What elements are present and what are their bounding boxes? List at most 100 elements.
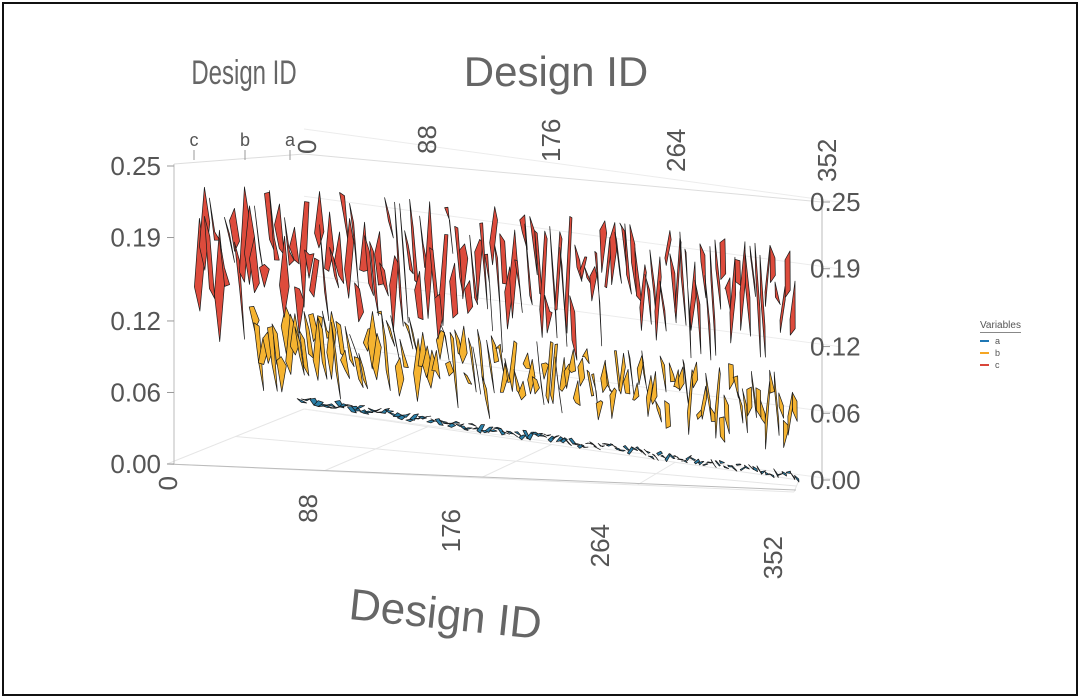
ribbon-segment-c <box>529 216 538 276</box>
ribbon-segment-c <box>259 264 270 288</box>
left-z-tick-label: 0.06 <box>110 377 161 407</box>
ribbon-segment-c <box>354 282 364 323</box>
ribbon-segment-b <box>326 311 337 380</box>
ribbon-segment-c <box>304 249 315 279</box>
category-tick-label: a <box>285 130 296 150</box>
ribbon-segment-a <box>639 449 647 456</box>
right-z-tick-label: 0.06 <box>810 398 861 428</box>
ribbon-segment-a <box>752 465 758 473</box>
left-z-tick-label: 0.25 <box>110 151 161 181</box>
legend-label-a: a <box>995 336 1001 346</box>
ribbon-segment-c <box>564 216 573 334</box>
ribbon-segment-a <box>635 446 643 453</box>
ribbon-segment-a <box>668 454 676 460</box>
ribbon-segment-c <box>774 281 781 305</box>
ribbon-segment-b <box>486 339 495 394</box>
ribbon-segment-c <box>489 206 498 266</box>
ribbon-segment-b <box>344 326 355 368</box>
legend-item-c[interactable]: c <box>980 359 1021 371</box>
ribbon-segment-a <box>656 450 663 456</box>
ribbon-segment-b <box>787 391 794 436</box>
ribbon-segment-b <box>691 361 699 389</box>
ribbon-segment-c <box>494 244 503 353</box>
ribbon-segment-a <box>560 437 568 444</box>
ribbon-segment-a <box>564 438 572 447</box>
ribbon-segment-b <box>728 363 735 390</box>
ribbon-segment-a <box>497 427 506 436</box>
ribbon-segment-c <box>674 237 682 320</box>
ribbon-segment-b <box>655 400 662 423</box>
ribbon-segment-b <box>331 321 341 400</box>
ribbon-segment-b <box>490 335 500 364</box>
floor-gridline <box>303 408 800 481</box>
ribbon-segment-b <box>317 316 328 380</box>
ribbon-segment-a <box>476 424 485 434</box>
wall-gridline <box>303 128 840 203</box>
ribbon-segment-a <box>351 405 361 412</box>
ribbon-segment-a <box>296 398 308 404</box>
ribbon-segment-c <box>614 231 622 284</box>
ribbon-segment-b <box>372 333 382 381</box>
ribbon-segment-a <box>434 418 444 426</box>
ribbon-segment-b <box>778 392 784 419</box>
ribbon-segment-b <box>340 349 350 379</box>
ribbon-segment-c <box>219 237 230 287</box>
ribbon-segment-a <box>484 426 494 433</box>
ribbon-segment-b <box>358 353 369 390</box>
ribbon-segment-b <box>664 400 671 429</box>
ribbon-segment-a <box>735 463 742 466</box>
ribbon-segment-c <box>224 217 235 263</box>
ribbon-segment-c <box>624 223 632 295</box>
ribbon-segment-a <box>610 443 618 448</box>
ribbon-segment-b <box>467 337 477 393</box>
ribbon-segment-c <box>724 277 732 313</box>
bottom-x-tick-label: 88 <box>293 494 323 523</box>
ribbon-segment-a <box>501 431 510 435</box>
ribbon-segment-b <box>449 331 459 409</box>
ribbon-segment-a <box>489 429 498 432</box>
ribbon-segment-a <box>785 470 792 474</box>
ribbon-segment-b <box>568 349 577 373</box>
ribbon-segment-a <box>572 443 581 445</box>
right-z-tick-label: 0.12 <box>810 332 861 362</box>
legend-title: Variables <box>980 320 1021 333</box>
ribbon-segment-c <box>684 248 692 359</box>
ribbon-segment-c <box>344 218 355 299</box>
ribbon-segment-b <box>760 399 766 425</box>
ribbon-segment-b <box>404 321 414 350</box>
ribbon-segment-a <box>380 408 390 414</box>
ribbon-segment-c <box>654 256 662 341</box>
ribbon-segment-b <box>714 367 721 439</box>
ribbon-segment-c <box>789 280 796 336</box>
top-x-tick-label: 88 <box>412 125 442 154</box>
ribbon-segment-c <box>449 262 459 319</box>
ribbon-segment-a <box>790 472 796 480</box>
ribbon-segment-a <box>677 458 684 461</box>
left-z-tick-label: 0.00 <box>110 449 161 479</box>
ribbon-segment-b <box>545 341 554 404</box>
ribbon-segment-b <box>668 362 676 383</box>
ribbon-segment-b <box>394 357 405 397</box>
ribbon-segment-c <box>414 270 424 320</box>
ribbon-segment-b <box>764 381 771 450</box>
ribbon-segment-b <box>609 387 617 419</box>
ribbon-segment-a <box>693 458 701 465</box>
left-z-tick-label: 0.19 <box>110 223 161 253</box>
ribbon-segment-a <box>672 455 680 459</box>
ribbon-segment-a <box>647 455 655 460</box>
ribbon-segment-c <box>539 230 548 338</box>
ribbon-segment-b <box>700 385 708 420</box>
legend-item-b[interactable]: b <box>980 347 1021 359</box>
ribbon-segment-c <box>714 239 722 310</box>
legend-item-a[interactable]: a <box>980 335 1021 347</box>
ribbon-segment-a <box>455 423 465 427</box>
top-x-tick-label: 352 <box>812 139 842 182</box>
ribbon-segment-c <box>284 217 295 266</box>
ribbon-segment-c <box>209 197 221 241</box>
ribbon-segment-c <box>279 235 290 318</box>
ribbon-segment-a <box>781 471 787 477</box>
ribbon-segment-b <box>522 352 531 370</box>
ribbon-segment-c <box>479 222 488 310</box>
ribbon-segment-c <box>459 243 469 300</box>
ribbon-segment-a <box>418 415 428 420</box>
